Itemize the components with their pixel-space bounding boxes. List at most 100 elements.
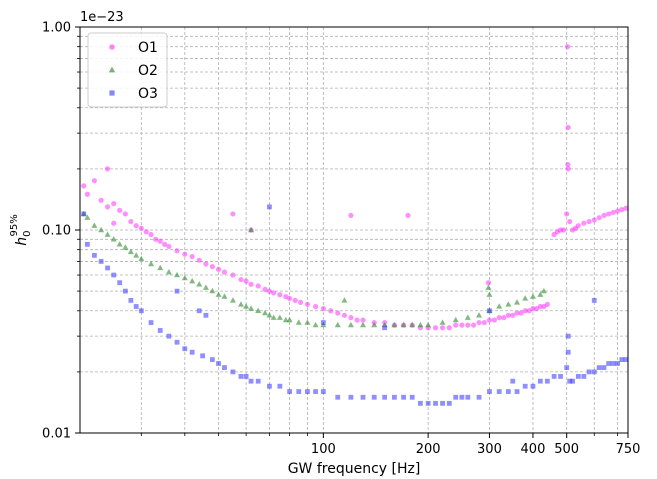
data-point-o1 [81, 183, 87, 189]
data-point-o1 [481, 319, 487, 326]
data-point-o1 [623, 205, 629, 211]
data-point-o1 [104, 204, 111, 210]
y-tick-label: 0.10 [42, 224, 71, 239]
data-point-o2 [110, 236, 117, 242]
data-point-o3 [425, 400, 431, 406]
data-point-o3 [591, 369, 597, 375]
data-point-o1 [91, 178, 98, 184]
data-point-o1 [564, 44, 571, 50]
data-point-o1 [544, 301, 550, 308]
data-point-o1 [564, 211, 570, 217]
data-point-o1 [182, 251, 188, 257]
data-point-o3 [544, 378, 550, 384]
axis-ticks: 100 200 300 400 500 750 0.01 0.10 1.00 [42, 21, 640, 458]
data-point-o2 [409, 321, 416, 328]
data-point-o2 [286, 316, 293, 323]
x-tick-label: 100 [311, 442, 336, 457]
data-point-o2 [312, 321, 319, 328]
data-point-o3 [348, 394, 354, 400]
data-point-o1 [196, 257, 202, 263]
data-point-o2 [84, 214, 91, 220]
data-point-o2 [360, 321, 367, 328]
data-point-o2 [165, 268, 172, 275]
legend-box [87, 32, 168, 108]
data-point-o1 [470, 322, 477, 328]
data-point-o1 [209, 264, 215, 270]
data-point-o3 [216, 361, 221, 366]
data-point-o1 [230, 211, 236, 217]
data-point-o3 [277, 383, 283, 389]
data-point-o3 [105, 265, 110, 271]
data-point-o3 [189, 349, 195, 355]
data-point-o3 [360, 394, 366, 400]
data-point-o2 [127, 248, 134, 255]
data-point-o1 [606, 211, 612, 217]
data-point-o2 [439, 319, 446, 325]
data-point-o1 [491, 317, 498, 323]
data-point-o1 [581, 220, 587, 226]
data-point-o3 [313, 389, 318, 394]
data-point-o3 [111, 272, 117, 278]
data-point-o1 [561, 227, 567, 233]
data-point-o1 [174, 248, 180, 254]
legend-items: O1 O2 O3 [108, 40, 158, 102]
data-point-o3 [601, 365, 607, 370]
data-point-o1 [255, 283, 261, 289]
legend-label-o3: O3 [138, 86, 158, 102]
data-point-o1 [117, 207, 123, 213]
data-point-o3 [510, 378, 516, 384]
data-point-o3 [335, 394, 341, 400]
data-point-o3 [619, 357, 625, 362]
data-point-o1 [189, 253, 195, 260]
data-point-o2 [255, 307, 262, 313]
data-point-o2 [496, 303, 503, 309]
data-point-o1 [262, 286, 268, 292]
data-point-o2 [464, 314, 471, 320]
data-point-o1 [320, 306, 326, 312]
data-point-o1 [505, 312, 511, 318]
data-point-o1 [522, 308, 528, 314]
data-point-o1 [537, 303, 543, 310]
data-point-o1 [111, 220, 117, 226]
data-point-o2 [276, 314, 283, 320]
data-point-o2 [157, 264, 164, 271]
data-point-o1 [138, 225, 144, 231]
data-point-o3 [586, 369, 592, 375]
data-point-o1 [133, 223, 139, 229]
data-point-o1 [341, 312, 348, 318]
data-point-o1 [510, 312, 516, 318]
data-point-o3 [565, 349, 571, 355]
data-point-o3 [610, 361, 616, 366]
x-tick-label: 200 [416, 442, 441, 457]
data-point-o3 [564, 365, 570, 370]
data-point-o2 [148, 260, 155, 267]
data-point-o3 [401, 394, 406, 400]
y-tick-label: 1.00 [42, 21, 71, 36]
data-point-o3 [267, 204, 272, 210]
data-point-o3 [496, 389, 502, 394]
data-point-o3 [615, 361, 620, 366]
data-point-o2 [243, 303, 250, 309]
data-point-o1 [596, 215, 602, 221]
data-point-o3 [238, 374, 244, 379]
data-point-o1 [162, 241, 168, 247]
data-point-o3 [98, 259, 104, 264]
data-point-o3 [575, 374, 581, 379]
data-point-o1 [565, 161, 571, 168]
data-point-o1 [148, 231, 154, 238]
data-point-o1 [266, 288, 273, 294]
data-point-o1 [122, 211, 128, 217]
data-point-o2 [452, 316, 459, 323]
data-point-o3 [522, 383, 528, 389]
data-point-o2 [215, 291, 222, 297]
data-point-o3 [371, 394, 377, 400]
data-point-o3 [459, 394, 465, 400]
data-point-o1 [360, 317, 366, 323]
data-point-o2 [91, 222, 98, 228]
data-point-o3 [157, 328, 163, 333]
data-point-o2 [514, 299, 521, 305]
data-point-o1 [277, 292, 283, 298]
data-point-o2 [334, 321, 341, 328]
data-point-o3 [133, 304, 139, 309]
